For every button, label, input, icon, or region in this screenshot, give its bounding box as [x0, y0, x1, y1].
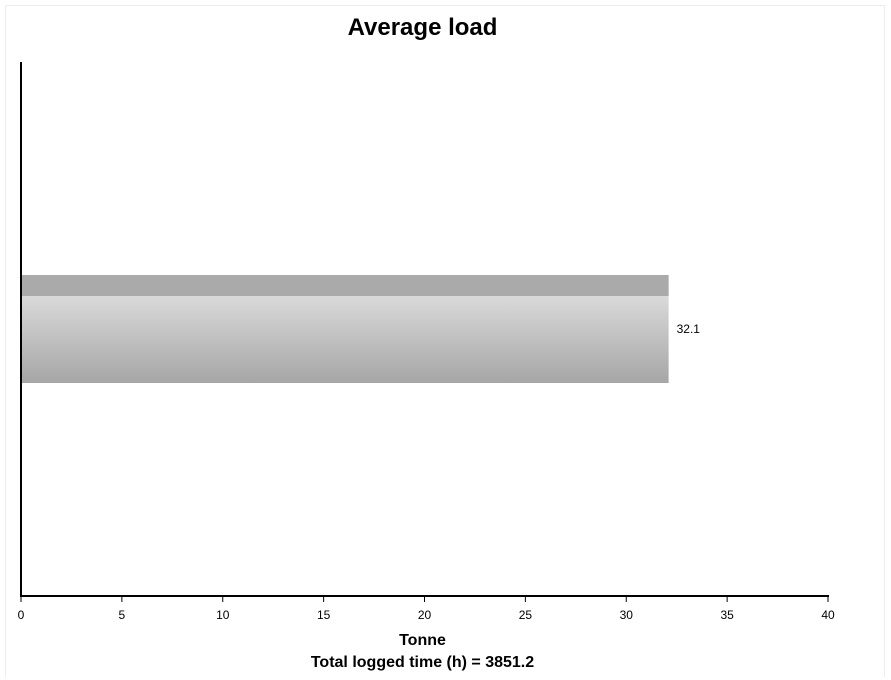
x-tick-label: 25 [519, 608, 533, 622]
x-tick-label: 10 [216, 608, 230, 622]
chart-title: Average load [347, 14, 498, 41]
x-tick-label: 40 [821, 608, 835, 622]
x-tick-label: 0 [18, 608, 25, 622]
chart-frame [5, 5, 885, 677]
bar-top-band [21, 275, 669, 296]
x-tick-label: 30 [620, 608, 634, 622]
x-tick-label: 20 [418, 608, 432, 622]
x-axis-title: Tonne [399, 632, 446, 649]
chart-subtitle: Total logged time (h) = 3851.2 [310, 654, 535, 671]
bar-value-label: 32.1 [677, 322, 701, 336]
x-tick-label: 35 [720, 608, 734, 622]
x-tick-label: 5 [119, 608, 126, 622]
x-tick-label: 15 [317, 608, 331, 622]
